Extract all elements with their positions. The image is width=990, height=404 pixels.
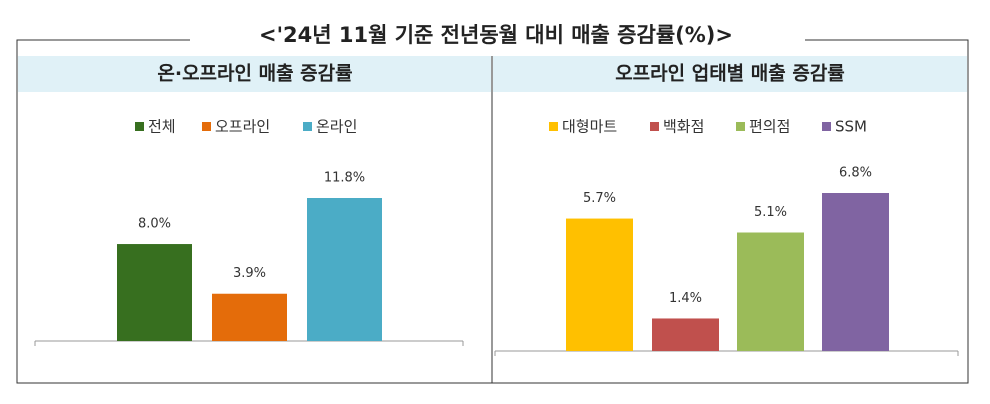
legend-label: 백화점	[663, 118, 704, 136]
legend-label: 오프라인	[215, 118, 270, 136]
value-label: 8.0%	[138, 217, 171, 232]
legend-swatch	[303, 122, 312, 131]
panel-header	[493, 56, 967, 92]
legend-swatch	[822, 122, 831, 131]
title-backdrop	[190, 20, 805, 56]
legend-swatch	[650, 122, 659, 131]
legend-label: SSM	[835, 118, 867, 136]
value-label: 3.9%	[233, 266, 266, 281]
value-label: 11.8%	[324, 171, 365, 186]
legend-label: 온라인	[316, 118, 357, 136]
legend-label: 편의점	[749, 118, 790, 136]
bar	[652, 318, 719, 351]
bar	[737, 232, 804, 351]
legend-label: 전체	[148, 118, 176, 136]
value-label: 1.4%	[669, 291, 702, 306]
panel-title: 오프라인 업태별 매출 증감률	[615, 63, 845, 85]
bar	[307, 198, 382, 341]
bar	[566, 218, 633, 351]
legend-swatch	[202, 122, 211, 131]
legend-swatch	[736, 122, 745, 131]
value-label: 5.7%	[583, 191, 616, 206]
bar	[117, 244, 192, 341]
panel-title: 온·오프라인 매출 증감률	[157, 63, 352, 85]
value-label: 5.1%	[754, 205, 787, 220]
bar	[212, 293, 287, 341]
legend-swatch	[549, 122, 558, 131]
main-title: <'24년 11월 기준 전년동월 대비 매출 증감률(%)>	[259, 23, 733, 47]
bar	[822, 193, 889, 351]
legend-swatch	[135, 122, 144, 131]
legend-label: 대형마트	[562, 118, 617, 136]
value-label: 6.8%	[839, 166, 872, 181]
panel-header	[18, 56, 491, 92]
